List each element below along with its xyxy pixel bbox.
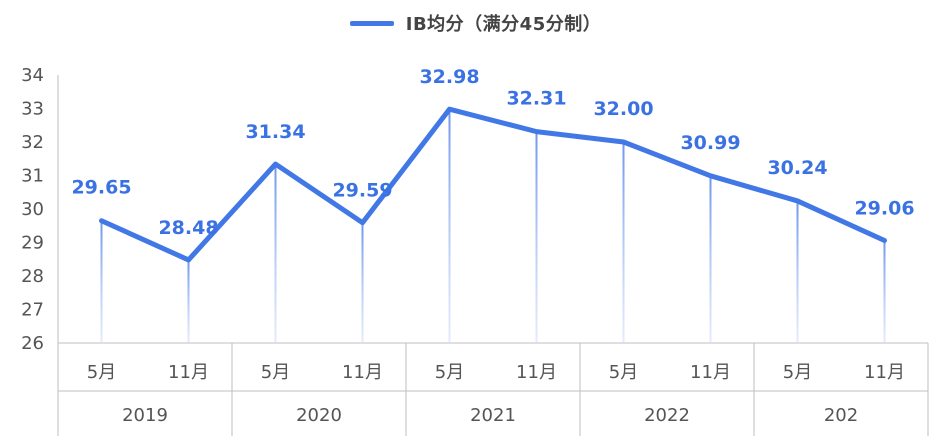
x-tick-label: 11月 bbox=[342, 362, 383, 383]
x-group-label: 2022 bbox=[644, 405, 690, 426]
data-label: 29.06 bbox=[854, 197, 914, 219]
y-tick-label: 33 bbox=[21, 99, 44, 120]
drop-line bbox=[535, 131, 538, 343]
data-label: 32.00 bbox=[593, 98, 653, 120]
x-tick-label: 11月 bbox=[690, 362, 731, 383]
legend-swatch bbox=[349, 20, 394, 26]
y-tick-label: 34 bbox=[21, 65, 44, 86]
x-group-label: 2020 bbox=[296, 405, 342, 426]
x-group-label: 2019 bbox=[122, 405, 168, 426]
drop-line bbox=[187, 259, 190, 343]
x-tick-label: 11月 bbox=[516, 362, 557, 383]
legend: IB均分（满分45分制） bbox=[0, 8, 951, 38]
x-tick-label: 5月 bbox=[783, 362, 812, 383]
y-tick-label: 27 bbox=[21, 300, 44, 321]
x-tick-label: 5月 bbox=[87, 362, 116, 383]
drop-line bbox=[100, 220, 103, 343]
drop-line bbox=[709, 175, 712, 343]
x-tick-label: 5月 bbox=[609, 362, 638, 383]
series-line bbox=[99, 106, 887, 263]
x-tick-label: 5月 bbox=[261, 362, 290, 383]
drop-line bbox=[274, 164, 277, 343]
x-tick-label: 11月 bbox=[168, 362, 209, 383]
y-tick-label: 31 bbox=[21, 166, 44, 187]
drop-line bbox=[622, 142, 625, 343]
y-tick-label: 32 bbox=[21, 132, 44, 153]
data-label: 32.98 bbox=[419, 66, 479, 88]
data-label: 28.48 bbox=[158, 217, 218, 239]
data-label: 31.34 bbox=[245, 121, 305, 143]
data-label: 30.99 bbox=[680, 132, 740, 154]
data-label: 32.31 bbox=[506, 88, 566, 110]
x-tick-label: 11月 bbox=[864, 362, 905, 383]
legend-label: IB均分（满分45分制） bbox=[405, 14, 602, 35]
x-group-label: 202 bbox=[824, 405, 858, 426]
drop-line bbox=[883, 240, 886, 343]
data-label: 29.65 bbox=[71, 177, 131, 199]
x-tick-label: 5月 bbox=[435, 362, 464, 383]
y-tick-label: 30 bbox=[21, 199, 44, 220]
data-label: 30.24 bbox=[767, 157, 827, 179]
y-tick-label: 26 bbox=[21, 333, 44, 354]
drop-line bbox=[361, 222, 364, 343]
drop-line bbox=[448, 109, 451, 343]
x-group-label: 2021 bbox=[470, 405, 516, 426]
y-tick-label: 29 bbox=[21, 233, 44, 254]
data-label: 29.59 bbox=[332, 180, 392, 202]
drop-line bbox=[796, 200, 799, 343]
y-tick-label: 28 bbox=[21, 266, 44, 287]
